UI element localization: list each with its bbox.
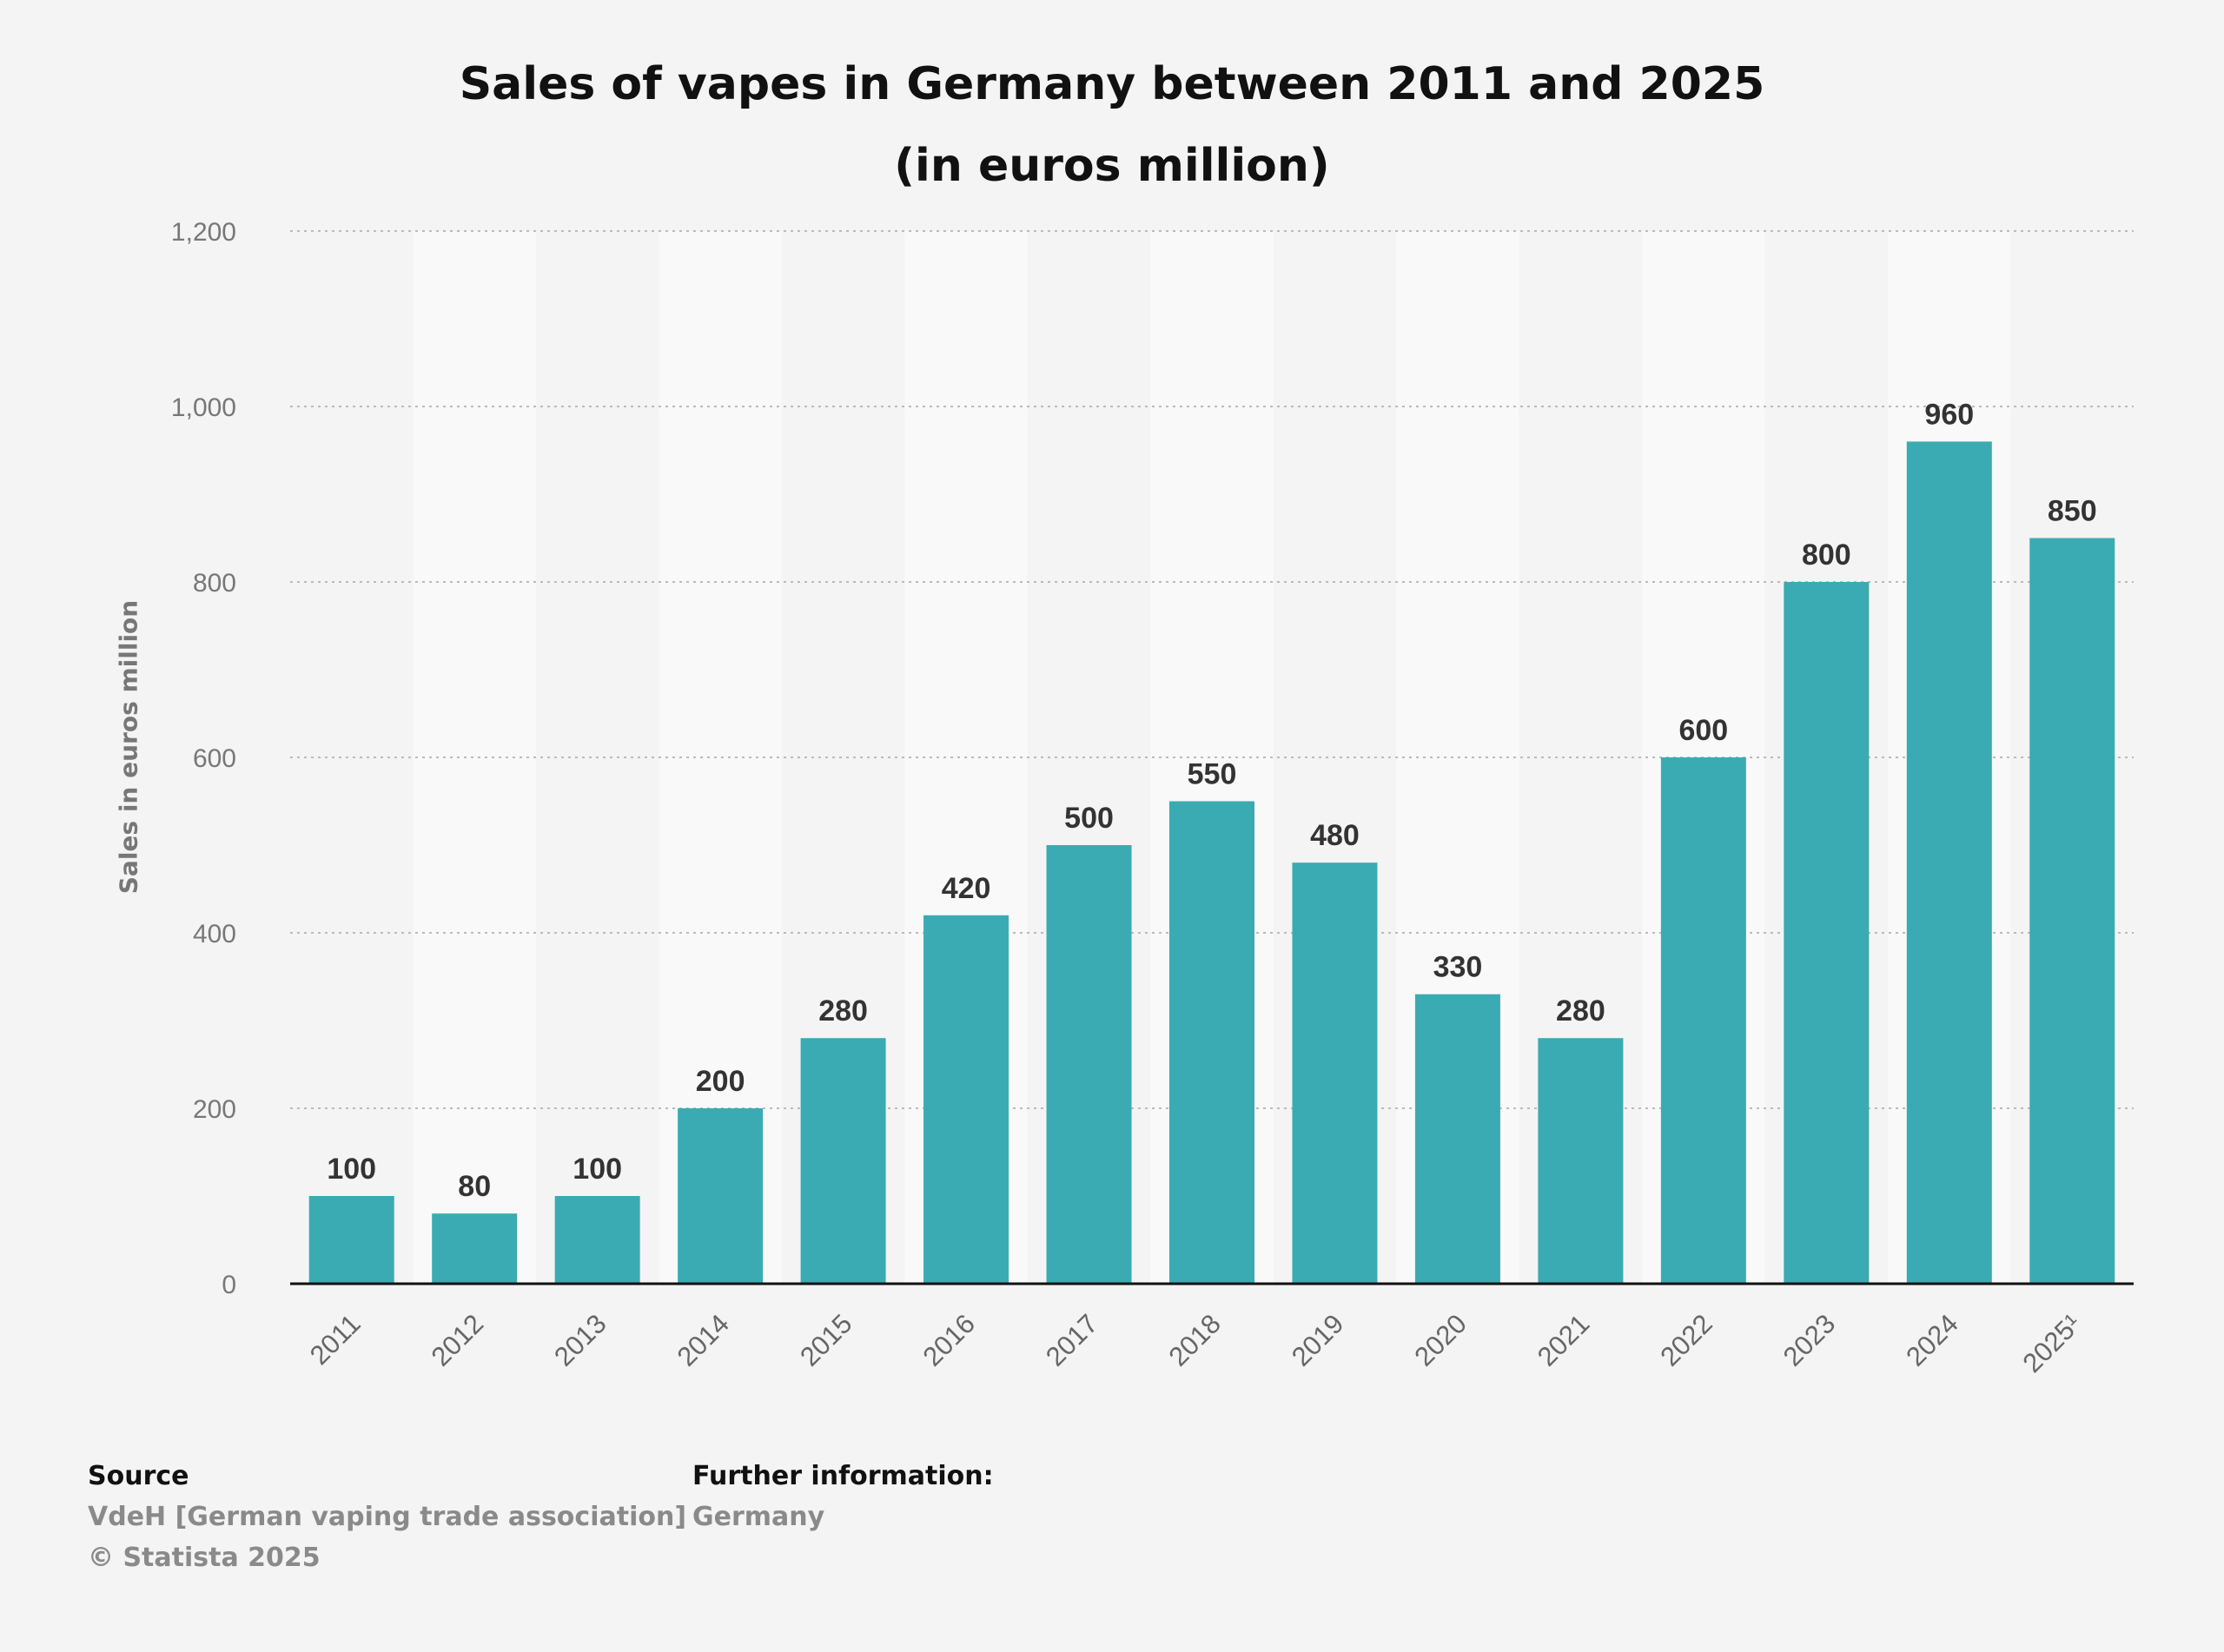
- bar-chart: 100 80 100 200 280 420 500 550 480 330 280 600 800 96…: [171, 218, 2134, 1378]
- x-tick-label: 2024: [1900, 1308, 1964, 1372]
- bars: [308, 441, 2115, 1284]
- y-tick-label: 0: [222, 1271, 236, 1299]
- y-tick-label: 200: [193, 1095, 236, 1124]
- x-tick-label: 2016: [917, 1308, 981, 1372]
- data-label: 480: [1310, 819, 1360, 852]
- data-labels: 100 80 100 200 280 420 500 550 480 330 280 600 800 96…: [327, 398, 2096, 1203]
- chart-subtitle-line: (in euros million): [894, 140, 1330, 192]
- bar: [2029, 538, 2115, 1284]
- bar: [1660, 757, 1746, 1284]
- data-label: 800: [1802, 539, 1851, 572]
- y-tick-labels: 0 200 400 600 800 1,000 1,200: [171, 218, 236, 1299]
- bar: [1784, 582, 1870, 1284]
- x-tick-label: 2020: [1408, 1308, 1473, 1372]
- data-label: 550: [1188, 758, 1237, 791]
- data-label: 960: [1924, 398, 1974, 431]
- x-tick-labels: 2011 2012 2013 2014 2015 2016 2017 2018 2019 2020…: [304, 1308, 2087, 1378]
- x-tick-label: 2018: [1162, 1308, 1227, 1372]
- bar: [554, 1196, 640, 1284]
- source-heading: Source: [88, 1461, 189, 1491]
- data-label: 280: [1556, 995, 1605, 1028]
- bar: [678, 1108, 764, 1284]
- data-label: 600: [1678, 714, 1728, 747]
- chart-title-line: Sales of vapes in Germany between 2011 a…: [459, 58, 1765, 110]
- bar: [1169, 801, 1254, 1284]
- x-tick-label: 2022: [1654, 1308, 1718, 1372]
- column-band: [413, 231, 536, 1284]
- y-tick-label: 1,200: [171, 218, 236, 247]
- data-label: 280: [818, 995, 868, 1028]
- bar: [432, 1213, 518, 1284]
- copyright-text: © Statista 2025: [88, 1543, 321, 1573]
- y-tick-label: 400: [193, 920, 236, 948]
- y-tick-label: 1,000: [171, 393, 236, 422]
- x-tick-label: 2013: [548, 1308, 612, 1372]
- bar: [1538, 1038, 1624, 1284]
- column-band: [290, 231, 414, 1284]
- data-label: 200: [696, 1065, 745, 1098]
- further-info-text: Germany: [692, 1502, 825, 1532]
- x-tick-label: 2019: [1286, 1308, 1350, 1372]
- data-label: 80: [458, 1170, 491, 1203]
- x-tick-label: 2015: [794, 1308, 858, 1372]
- chart-title: Sales of vapes in Germany between 2011 a…: [0, 43, 2224, 207]
- x-tick-label: 2017: [1040, 1308, 1104, 1372]
- x-tick-label: 2021: [1532, 1308, 1596, 1372]
- bar: [1046, 845, 1132, 1284]
- bar: [1906, 441, 1992, 1284]
- bar: [308, 1196, 394, 1284]
- bar: [1292, 862, 1378, 1284]
- data-label: 100: [327, 1153, 376, 1186]
- x-tick-label: 2025¹: [2016, 1308, 2087, 1378]
- source-text: VdeH [German vaping trade association]: [88, 1502, 687, 1532]
- data-label: 500: [1064, 802, 1114, 835]
- x-tick-label: 2012: [426, 1308, 490, 1372]
- bar: [800, 1038, 886, 1284]
- y-tick-label: 800: [193, 569, 236, 598]
- x-tick-label: 2011: [304, 1308, 367, 1371]
- y-tick-label: 600: [193, 744, 236, 773]
- data-label: 420: [942, 872, 991, 905]
- bar: [923, 915, 1009, 1284]
- further-info-heading: Further information:: [692, 1461, 994, 1491]
- x-tick-label: 2014: [672, 1308, 736, 1372]
- x-tick-label: 2023: [1777, 1308, 1842, 1372]
- bar: [1414, 994, 1500, 1284]
- data-label: 100: [573, 1153, 622, 1186]
- data-label: 850: [2048, 495, 2097, 528]
- data-label: 330: [1433, 951, 1483, 984]
